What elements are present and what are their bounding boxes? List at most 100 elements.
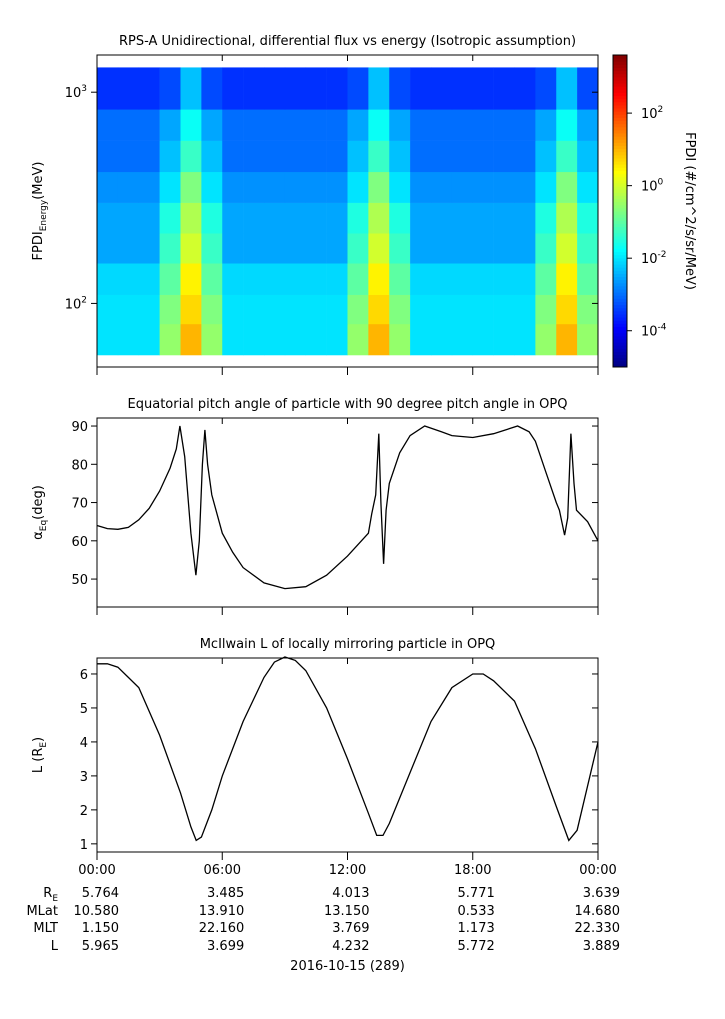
heatmap-cell [556, 323, 578, 356]
heatmap-cell [326, 67, 348, 110]
x-tick-label: 18:00 [454, 863, 491, 878]
heatmap-cell [138, 109, 160, 141]
heatmap-cell [180, 233, 202, 264]
heatmap-cell [577, 140, 599, 173]
heatmap-cell [159, 323, 181, 356]
ephemeris-value: 10.580 [74, 904, 120, 919]
colorbar-swatch [613, 323, 627, 327]
heatmap-cell [493, 323, 515, 356]
colorbar-swatch [613, 279, 627, 284]
panel-title: McIlwain L of locally mirroring particle… [200, 637, 496, 652]
heatmap-cell [535, 294, 557, 325]
heatmap-cell [347, 140, 369, 173]
colorbar-swatch [613, 223, 627, 228]
colorbar-tick-label-part: 10 [641, 107, 658, 122]
heatmap-cell [514, 202, 536, 234]
colorbar-swatch [613, 292, 627, 296]
y-tick-label: 1 [80, 838, 88, 853]
heatmap-cell [556, 263, 578, 295]
heatmap-cell [305, 263, 327, 295]
heatmap-cell [180, 109, 202, 141]
heatmap-cell [264, 171, 286, 203]
heatmap-cell [117, 171, 140, 203]
heatmap-cell [201, 233, 223, 264]
colorbar-swatch [613, 317, 627, 321]
heatmap-cell [222, 202, 244, 234]
heatmap-cell [243, 140, 265, 173]
colorbar-swatch [613, 295, 627, 299]
colorbar-swatch [613, 179, 627, 184]
heatmap-cell [326, 263, 348, 295]
colorbar-swatch [613, 310, 627, 315]
colorbar-swatch [613, 151, 627, 156]
colorbar-swatch [613, 189, 627, 193]
heatmap-cell [326, 140, 348, 173]
heatmap-cell [493, 109, 515, 141]
heatmap-cell [180, 294, 202, 325]
heatmap-cell [410, 109, 432, 141]
heatmap-cell [305, 109, 327, 141]
heatmap-cell [138, 323, 160, 356]
data-line [97, 656, 599, 842]
heatmap-cell [451, 202, 474, 234]
heatmap-cell [97, 67, 119, 110]
heatmap-cell [264, 233, 286, 264]
colorbar-swatch [613, 86, 627, 90]
colorbar-swatch [613, 98, 627, 103]
colorbar-swatch [613, 73, 627, 78]
heatmap-cell [326, 202, 348, 234]
heatmap-cell [514, 140, 536, 173]
colorbar-swatch [613, 282, 627, 287]
heatmap-cell [389, 233, 411, 264]
heatmap-cell [97, 323, 119, 356]
y-tick-label: 4 [80, 736, 88, 751]
heatmap-cell [389, 140, 411, 173]
heatmap-cell [201, 263, 223, 295]
heatmap-cell [180, 263, 202, 295]
heatmap-cell [222, 233, 244, 264]
colorbar-swatch [613, 313, 627, 318]
y-tick-label: 5 [80, 702, 88, 717]
colorbar-swatch [613, 195, 627, 200]
panel-title: RPS-A Unidirectional, differential flux … [119, 34, 576, 49]
colorbar-swatch [613, 201, 627, 206]
colorbar-swatch [613, 235, 627, 240]
heatmap-cell [97, 233, 119, 264]
y-axis-label-part: (MeV) [31, 162, 46, 200]
colorbar-swatch [613, 326, 627, 331]
colorbar-tick-label-part: -2 [658, 250, 667, 260]
heatmap-cell [222, 109, 244, 141]
heatmap-cell [243, 202, 265, 234]
heatmap-cell [347, 294, 369, 325]
colorbar-swatch [613, 289, 627, 293]
heatmap-cell [556, 233, 578, 264]
colorbar-swatch [613, 157, 627, 162]
ephemeris-value: 4.232 [332, 939, 369, 954]
y-tick-label: 102 [65, 295, 87, 312]
heatmap-cell [201, 140, 223, 173]
heatmap-cell [410, 202, 432, 234]
colorbar-swatch [613, 61, 627, 65]
colorbar-swatch [613, 89, 627, 93]
heatmap-cell [305, 171, 327, 203]
colorbar-tick-label: 102 [641, 105, 663, 122]
ephemeris-value: 5.772 [458, 939, 495, 954]
heatmap-cell [389, 294, 411, 325]
ephemeris-value: 14.680 [575, 904, 621, 919]
colorbar-frame [612, 54, 628, 368]
heatmap-cell [243, 323, 265, 356]
heatmap-cell [535, 171, 557, 203]
colorbar-swatch [613, 298, 627, 302]
colorbar-swatch [613, 95, 627, 100]
y-axis-label: FPDIEnergy(MeV) [31, 162, 49, 261]
heatmap-cell [117, 323, 140, 356]
y-axis-label-part: L (R [31, 748, 46, 773]
heatmap-cell [138, 294, 160, 325]
heatmap-cell [514, 171, 536, 203]
colorbar-swatch [613, 260, 627, 265]
y-tick-label: 6 [80, 668, 88, 683]
y-tick-label: 60 [71, 535, 88, 550]
heatmap-cell [305, 202, 327, 234]
heatmap-cell [326, 233, 348, 264]
colorbar-tick-label-part: 10 [641, 252, 658, 267]
